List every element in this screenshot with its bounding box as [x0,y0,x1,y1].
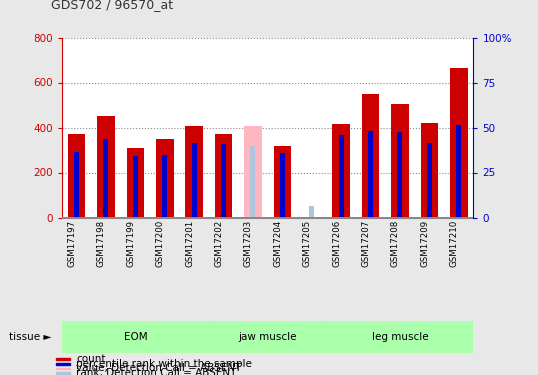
Bar [56,358,69,360]
Text: GSM17204: GSM17204 [273,219,282,267]
Text: EOM: EOM [124,332,147,342]
Text: tissue ►: tissue ► [9,332,51,342]
Bar [368,131,373,218]
Bar [391,104,409,218]
Text: GSM17197: GSM17197 [68,219,76,267]
Bar [251,146,256,218]
Bar [185,126,203,218]
Text: jaw muscle: jaw muscle [238,332,297,342]
Text: GSM17198: GSM17198 [97,219,106,267]
Bar [339,135,344,218]
Bar [221,144,226,218]
Bar [456,125,461,218]
Bar [332,124,350,218]
Text: GSM17205: GSM17205 [303,219,312,267]
Text: GSM17200: GSM17200 [156,219,165,267]
Bar [74,152,79,217]
Bar [309,206,314,218]
Bar [327,321,473,352]
Bar [97,116,115,218]
Text: GSM17210: GSM17210 [450,219,459,267]
Text: percentile rank within the sample: percentile rank within the sample [76,359,252,369]
Text: GSM17201: GSM17201 [185,219,194,267]
Bar [427,143,432,218]
Text: GSM17209: GSM17209 [420,219,429,267]
Bar [133,156,138,218]
Bar [56,368,69,369]
Bar [209,321,327,352]
Bar [398,132,402,218]
Bar [273,146,291,218]
Text: rank, Detection Call = ABSENT: rank, Detection Call = ABSENT [76,368,237,375]
Text: GSM17207: GSM17207 [362,219,371,267]
Text: GSM17208: GSM17208 [391,219,400,267]
Bar [126,148,144,217]
Text: count: count [76,354,106,364]
Text: GSM17206: GSM17206 [332,219,341,267]
Bar [280,153,285,218]
Bar [192,143,196,218]
Text: GSM17202: GSM17202 [215,219,224,267]
Bar [56,363,69,364]
Bar [215,134,232,218]
Bar [103,139,109,218]
Bar [62,321,209,352]
Bar [244,126,262,218]
Bar [56,372,69,374]
Bar [156,139,174,218]
Bar [362,94,379,218]
Text: leg muscle: leg muscle [372,332,428,342]
Text: value, Detection Call = ABSENT: value, Detection Call = ABSENT [76,363,242,374]
Bar [68,134,86,218]
Text: GSM17203: GSM17203 [244,219,253,267]
Text: GDS702 / 96570_at: GDS702 / 96570_at [51,0,173,11]
Bar [421,123,438,218]
Bar [162,154,167,218]
Text: GSM17199: GSM17199 [126,219,136,267]
Bar [450,68,468,218]
